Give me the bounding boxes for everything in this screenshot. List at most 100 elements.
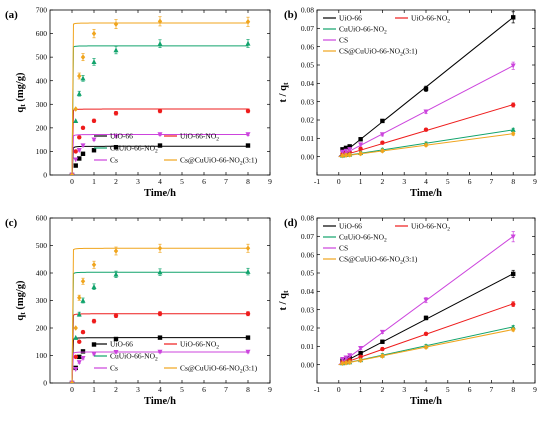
data-point (113, 133, 119, 139)
data-point (423, 86, 429, 92)
data-point (245, 349, 251, 355)
y-axis-title: qt (mg/g) (15, 72, 27, 113)
data-point (358, 137, 363, 142)
x-tick-label: 5 (446, 177, 450, 186)
data-point (245, 245, 251, 252)
data-point (157, 335, 163, 340)
legend-item-cuuio-66-no2: CuUiO-66-NO2 (323, 233, 387, 243)
y-tick-label: 400 (36, 76, 48, 85)
legend-item-cuuio-66-no2: CuUiO-66-NO2 (94, 144, 158, 154)
panel-label: (d) (284, 217, 298, 229)
data-point (80, 143, 86, 149)
data-point (76, 311, 82, 317)
data-point (157, 108, 163, 114)
data-point (73, 334, 79, 340)
data-point (245, 335, 251, 340)
data-point (423, 331, 429, 337)
x-tick-label: 7 (490, 177, 494, 186)
y-tick-label: 0.06 (301, 42, 314, 51)
y-tick-label: 0.04 (301, 287, 314, 296)
data-point (340, 360, 345, 366)
y-tick-label: 0.00 (301, 360, 314, 369)
data-point (511, 15, 516, 20)
series-cs-cuuio-66-no2-3-1 (338, 326, 516, 366)
x-tick-label: 4 (424, 177, 428, 186)
series-cs (338, 231, 516, 366)
data-point (80, 349, 86, 354)
x-tick-label: 3 (136, 385, 140, 394)
x-tick-label: 5 (180, 177, 184, 186)
data-point (358, 350, 363, 356)
x-tick-label: 6 (202, 177, 206, 186)
data-point (380, 353, 385, 359)
x-tick-label: 7 (224, 177, 228, 186)
data-point (113, 313, 119, 318)
y-tick-label: 0 (43, 379, 47, 388)
plot-area (69, 16, 251, 175)
legend-label: UiO-66-NO2 (180, 340, 219, 351)
series-uio-66-no2 (338, 301, 516, 366)
data-point (340, 356, 346, 362)
series-cs (338, 61, 516, 158)
data-point (380, 118, 385, 124)
series-uio-66 (338, 11, 516, 158)
data-point (80, 278, 86, 285)
legend-item-uio-66-no2: UiO-66-NO2 (164, 132, 219, 142)
data-point (91, 351, 97, 357)
series-uio-66 (69, 335, 251, 383)
panel-b-pseudo-second-order: -1 0 1 2 3 4 5 6 7 8 9 0.00 0.01 0.02 0.03 0.04 0.05 0.06… (278, 6, 537, 199)
data-point (80, 125, 86, 131)
data-point (91, 137, 97, 143)
panel-a-kinetics-qt: 0 1 2 3 4 5 6 7 8 9 0 100 200 300 400 500 600 700 Time/h qt… (5, 6, 272, 199)
x-tick-label: 7 (224, 385, 228, 394)
data-point (91, 148, 97, 153)
data-point (343, 152, 349, 158)
data-point (91, 30, 97, 37)
x-tick-label: 8 (246, 385, 250, 394)
x-tick-label: 8 (511, 385, 515, 394)
legend-label: Cs@CuUiO-66-NO2(3:1) (180, 364, 258, 375)
data-point (245, 108, 251, 114)
data-point (77, 339, 82, 344)
data-point (69, 380, 75, 383)
data-point (347, 152, 352, 158)
x-tick-label: 2 (381, 177, 385, 186)
y-tick-label: 0.06 (301, 250, 314, 259)
data-point (245, 311, 251, 316)
y-tick-label: 100 (36, 351, 48, 360)
data-point (77, 73, 82, 79)
legend-label: UiO-66 (110, 132, 133, 141)
x-tick-label: 2 (381, 385, 385, 394)
legend-item-uio-66: UiO-66 (94, 340, 133, 349)
data-point (80, 297, 86, 303)
data-point (379, 329, 385, 335)
data-point (113, 111, 119, 116)
series-uio-66-no2 (69, 108, 251, 175)
legend-item-uio-66: UiO-66 (323, 222, 362, 231)
panel-label: (b) (284, 9, 298, 21)
data-point (245, 40, 251, 46)
y-tick-label: 0.05 (301, 61, 314, 70)
data-point (113, 21, 119, 27)
panel-d-pseudo-second-order: -1 0 1 2 3 4 5 6 7 8 9 0.00 0.01 0.02 0.03 0.04 0.05 0.06… (278, 214, 537, 407)
data-point (157, 143, 163, 148)
x-tick-label: 1 (359, 177, 363, 186)
data-point (80, 54, 86, 60)
legend-item-uio-66-no2: UiO-66-NO2 (395, 14, 450, 24)
plot-area (69, 243, 251, 383)
data-point (358, 357, 363, 364)
x-tick-label: 7 (490, 385, 494, 394)
data-point (80, 356, 86, 361)
legend-item-uio-66-no2: UiO-66-NO2 (395, 222, 450, 232)
data-point (113, 248, 119, 254)
y-tick-label: 0 (43, 171, 47, 180)
x-tick-label: 9 (268, 177, 272, 186)
plot-area (338, 231, 516, 366)
legend-label: CS@CuUiO-66-NO2(3:1) (339, 47, 418, 58)
y-axis-title: t / qt (278, 290, 290, 311)
legend-item-uio-66: UiO-66 (323, 14, 362, 23)
data-point (379, 132, 385, 138)
legend-item-cuuio-66-no2: CuUiO-66-NO2 (94, 352, 158, 362)
x-tick-label: 2 (114, 385, 118, 394)
